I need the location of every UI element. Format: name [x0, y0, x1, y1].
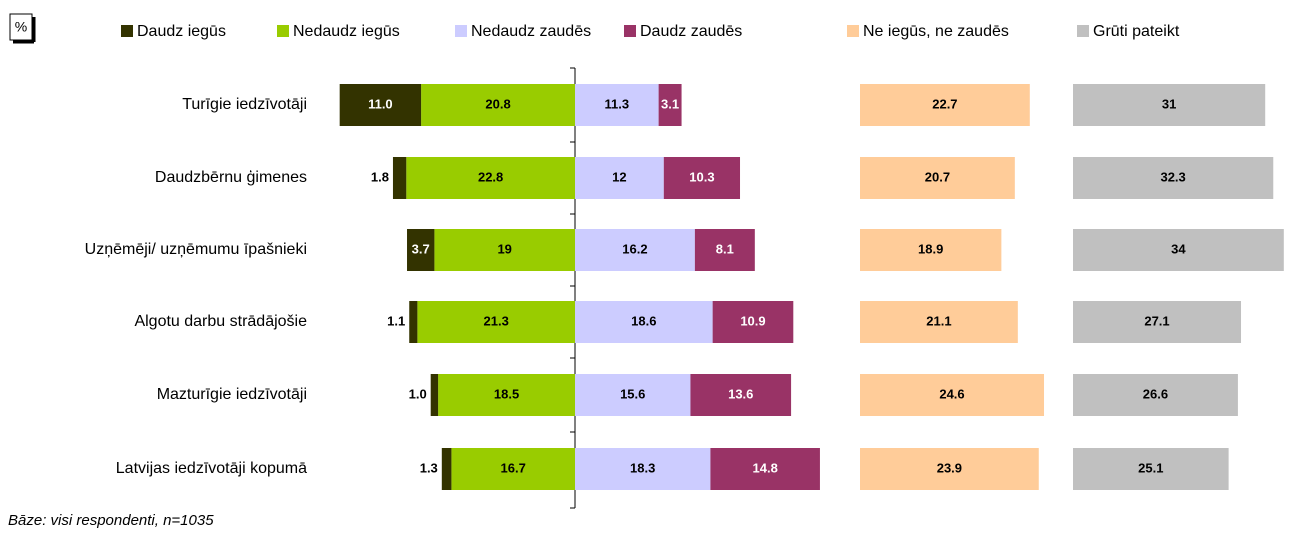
bar [575, 157, 664, 199]
category-label: Latvijas iedzīvotāji kopumā [116, 460, 307, 477]
footnote: Bāze: visi respondenti, n=1035 [8, 512, 214, 529]
category-label: Daudzbērnu ģimenes [155, 168, 307, 186]
value-label: 32.3 [1160, 169, 1185, 184]
value-label: 1.1 [387, 313, 405, 328]
legend-swatch [455, 25, 467, 37]
bar [1073, 157, 1274, 199]
bar [860, 301, 1018, 343]
value-label: 22.8 [478, 169, 503, 184]
value-label: 20.7 [925, 169, 950, 184]
bar [663, 157, 741, 199]
value-label: 18.6 [631, 313, 656, 328]
category-label: Turīgie iedzīvotāji [182, 96, 307, 113]
value-label: 15.6 [620, 386, 645, 401]
bar [1073, 374, 1238, 416]
bar [710, 448, 820, 490]
legend-swatch [277, 25, 289, 37]
bar [860, 229, 1002, 271]
value-label: 18.3 [630, 460, 655, 475]
category-label: Algotu darbu strādājošie [134, 313, 307, 330]
value-label: 1.3 [420, 460, 438, 475]
value-label: 11.0 [368, 96, 393, 111]
bar [860, 84, 1030, 126]
value-label: 19 [497, 241, 511, 256]
bar [690, 374, 792, 416]
value-label: 27.1 [1144, 313, 1169, 328]
legend-label: Nedaudz zaudēs [471, 23, 591, 40]
legend-label: Ne iegūs, ne zaudēs [863, 23, 1009, 40]
legend-swatch [1077, 25, 1089, 37]
value-label: 20.8 [485, 96, 510, 111]
legend-swatch [624, 25, 636, 37]
bar [1073, 84, 1266, 126]
bar [860, 448, 1039, 490]
legend-label: Nedaudz iegūs [293, 23, 400, 40]
value-label: 14.8 [753, 460, 778, 475]
unit-label: % [15, 19, 27, 35]
legend-swatch [121, 25, 133, 37]
bar [575, 84, 659, 126]
legend-swatch [847, 25, 859, 37]
category-label: Mazturīgie iedzīvotāji [157, 386, 307, 403]
value-label: 10.9 [740, 313, 765, 328]
bar [575, 229, 695, 271]
value-label: 8.1 [716, 241, 734, 256]
bar [406, 157, 575, 199]
bar [575, 448, 711, 490]
bar [409, 301, 418, 343]
center-axis [570, 67, 576, 509]
value-label: 34 [1171, 241, 1186, 256]
bar [417, 301, 575, 343]
bar [339, 84, 422, 126]
value-label: 13.6 [728, 386, 753, 401]
bar [430, 374, 439, 416]
unit-box [9, 13, 33, 41]
value-label: 1.8 [371, 169, 389, 184]
value-label: 16.7 [501, 460, 526, 475]
bar [438, 374, 575, 416]
bar [712, 301, 794, 343]
bar [1073, 448, 1229, 490]
value-label: 11.3 [605, 96, 630, 111]
value-label: 31 [1162, 96, 1176, 111]
value-label: 22.7 [932, 96, 957, 111]
category-label: Uzņēmēji/ uzņēmumu īpašnieki [85, 241, 307, 258]
value-label: 21.3 [484, 313, 509, 328]
value-label: 3.1 [661, 96, 679, 111]
bar [392, 157, 407, 199]
value-label: 25.1 [1138, 460, 1163, 475]
value-label: 18.9 [918, 241, 943, 256]
value-label: 12 [612, 169, 626, 184]
bar [1073, 229, 1284, 271]
bar [434, 229, 575, 271]
bar [407, 229, 435, 271]
bar [441, 448, 452, 490]
value-label: 21.1 [926, 313, 951, 328]
bar [694, 229, 755, 271]
value-label: 24.6 [939, 386, 964, 401]
bar [1073, 301, 1242, 343]
bar [451, 448, 575, 490]
value-label: 26.6 [1143, 386, 1168, 401]
value-label: 1.0 [409, 386, 427, 401]
value-label: 3.7 [412, 241, 430, 256]
value-label: 10.3 [689, 169, 714, 184]
bar [860, 374, 1045, 416]
value-label: 18.5 [494, 386, 519, 401]
bar [575, 374, 691, 416]
bar [658, 84, 682, 126]
bar [575, 301, 713, 343]
bar [860, 157, 1015, 199]
bar [421, 84, 575, 126]
legend-label: Grūti pateikt [1093, 23, 1180, 40]
legend-label: Daudz iegūs [137, 23, 226, 40]
legend-label: Daudz zaudēs [640, 23, 742, 40]
value-label: 16.2 [622, 241, 647, 256]
value-label: 23.9 [937, 460, 962, 475]
